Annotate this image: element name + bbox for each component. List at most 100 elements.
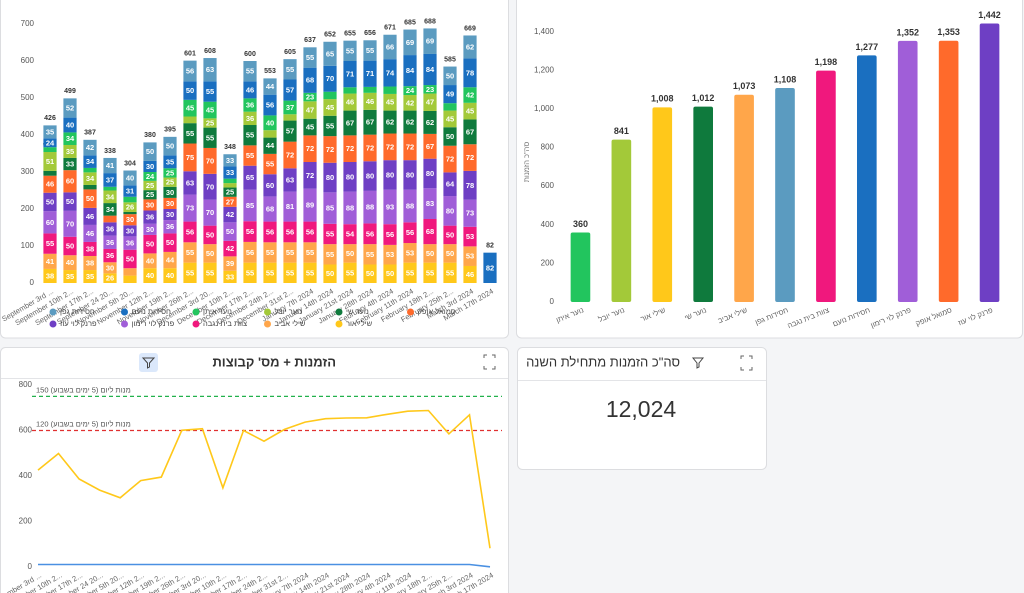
segment-label: 84 (406, 66, 415, 75)
segment-label: 50 (426, 249, 434, 258)
segment-label: 34 (106, 205, 115, 214)
segment-label: 56 (186, 227, 194, 236)
segment-label: 68 (426, 227, 434, 236)
segment-label: 36 (106, 238, 114, 247)
bar-segment (443, 196, 457, 226)
segment-label: 56 (246, 227, 254, 236)
segment-label: 50 (446, 249, 454, 258)
segment-label: 30 (166, 188, 174, 197)
bar-segment (283, 242, 297, 263)
bar-segment (263, 130, 277, 138)
bar-segment (423, 244, 437, 263)
bar (734, 94, 754, 302)
bar (611, 139, 632, 302)
segment-label: 50 (86, 194, 94, 203)
y-tick-label: 400 (541, 220, 555, 229)
bar-segment (383, 34, 397, 60)
legend-label: חסידות גפן (60, 307, 95, 316)
line-series (38, 563, 491, 568)
segment-label: 40 (146, 256, 154, 265)
bar-segment (63, 210, 77, 237)
segment-label: 67 (346, 118, 354, 127)
segment-label: 56 (306, 227, 314, 236)
value-label: 841 (614, 126, 629, 136)
expand-button[interactable] (740, 355, 753, 371)
bar-segment (443, 145, 457, 173)
y-tick-label: 600 (21, 56, 35, 65)
value-label: 1,008 (651, 94, 674, 104)
segment-label: 70 (206, 208, 214, 217)
bar-segment (183, 194, 197, 222)
bar-segment (383, 133, 397, 161)
filter-button[interactable] (139, 353, 158, 372)
segment-label: 46 (46, 180, 54, 189)
bar-segment (343, 244, 357, 263)
segment-label: 42 (406, 98, 414, 107)
bar-segment (103, 157, 117, 174)
segment-label: 80 (446, 206, 454, 215)
total-label: 608 (204, 48, 216, 55)
segment-label: 84 (426, 65, 435, 74)
segment-label: 45 (186, 104, 194, 113)
segment-label: 24 (46, 138, 55, 147)
bar-segment (143, 142, 157, 161)
y-tick-label: 1,000 (534, 104, 555, 113)
bar-segment (123, 268, 137, 276)
segment-label: 50 (126, 254, 134, 263)
segment-label: 60 (46, 218, 54, 227)
bar-segment (463, 170, 477, 200)
segment-label: 35 (86, 272, 94, 281)
bar-segment (343, 87, 357, 94)
segment-label: 36 (246, 114, 254, 123)
bar-segment (243, 98, 257, 112)
bar-segment (83, 207, 97, 225)
bar-segment (283, 168, 297, 192)
segment-label: 30 (126, 215, 134, 224)
segment-label: 50 (46, 197, 54, 206)
bar-segment (243, 145, 257, 166)
segment-label: 26 (106, 274, 114, 283)
segment-label: 71 (366, 69, 374, 78)
bar-segment (343, 61, 357, 88)
segment-label: 51 (46, 157, 54, 166)
legend-label: צוות בית נגבה (203, 319, 247, 328)
segment-label: 42 (466, 91, 474, 100)
bar-segment (83, 241, 97, 256)
bar-segment (143, 199, 157, 211)
bar-segment (43, 192, 57, 212)
segment-label: 36 (246, 101, 254, 110)
legend-swatch (264, 320, 271, 328)
segment-label: 50 (446, 132, 454, 141)
bar-segment (63, 255, 77, 271)
segment-label: 56 (266, 227, 274, 236)
bar-segment (183, 81, 197, 100)
expand-button[interactable] (483, 354, 496, 370)
segment-label: 85 (246, 201, 254, 210)
segment-label: 45 (446, 114, 454, 123)
bar-segment (443, 244, 457, 263)
bar-segment (223, 154, 237, 167)
bar-segment (243, 241, 257, 263)
bar-segment (383, 93, 397, 111)
bar-segment (423, 28, 437, 54)
bar-segment (143, 180, 157, 191)
segment-label: 55 (206, 268, 214, 277)
segment-label: 80 (366, 172, 374, 181)
bar-segment (43, 125, 57, 139)
bar-segment (163, 251, 177, 269)
segment-label: 55 (446, 268, 454, 277)
value-label: 1,352 (896, 27, 919, 37)
total-label: 600 (244, 51, 256, 58)
segment-label: 36 (126, 239, 134, 248)
bar-segment (223, 183, 237, 188)
value-label: 1,353 (937, 27, 960, 37)
segment-label: 55 (186, 248, 194, 257)
bar-segment (63, 98, 77, 118)
segment-label: 50 (66, 241, 74, 250)
segment-label: 30 (146, 200, 154, 209)
segment-label: 25 (206, 118, 214, 127)
y-tick-label: 100 (21, 241, 35, 250)
filter-button[interactable] (691, 357, 705, 369)
bar-segment (163, 186, 177, 198)
